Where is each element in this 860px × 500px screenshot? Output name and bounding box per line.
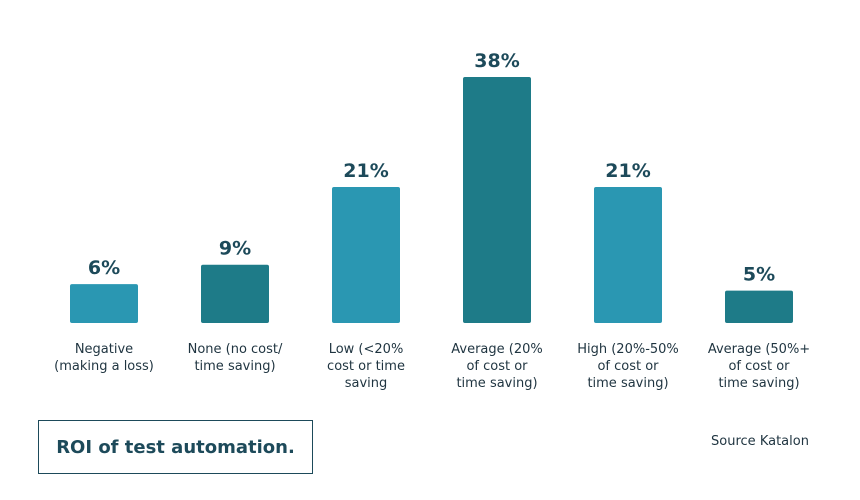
value-label: 21%: [343, 160, 388, 182]
x-tick-label: Low (<20% cost or time saving: [327, 342, 405, 391]
x-tick-label: High (20%-50% of cost or time saving): [577, 342, 679, 391]
x-tick-label: Negative (making a loss): [54, 342, 154, 374]
value-label: 38%: [474, 50, 519, 72]
bar: [70, 284, 138, 323]
bar: [725, 290, 793, 323]
value-label: 9%: [219, 238, 251, 260]
value-label: 21%: [605, 160, 650, 182]
value-label: 6%: [88, 257, 120, 279]
x-tick-label: None (no cost/ time saving): [187, 342, 283, 374]
x-tick-label: Average (20% of cost or time saving): [451, 342, 543, 391]
value-label: 5%: [743, 264, 775, 286]
bar: [201, 264, 269, 323]
bar: [463, 77, 531, 323]
bar: [332, 187, 400, 323]
chart-title: ROI of test automation.: [38, 420, 313, 474]
bar: [594, 187, 662, 323]
x-tick-label: Average (50%+ of cost or time saving): [707, 342, 811, 391]
source-note: Source Katalon: [711, 434, 809, 449]
